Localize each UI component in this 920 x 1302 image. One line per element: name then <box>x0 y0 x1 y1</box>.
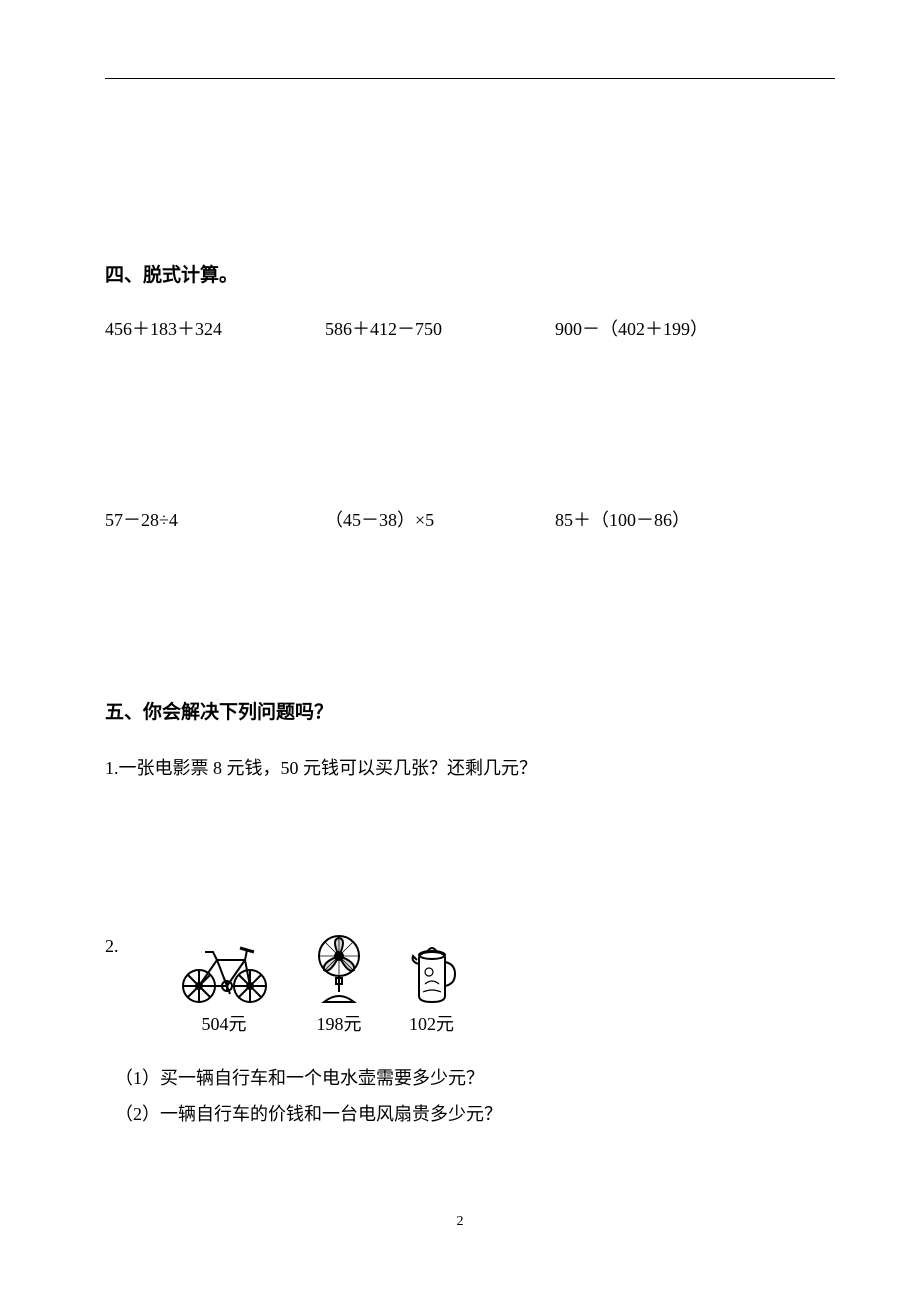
bicycle-price: 504元 <box>202 1010 247 1036</box>
expression: 900－（402＋199） <box>555 315 708 341</box>
kettle-price: 102元 <box>409 1010 454 1036</box>
expression: 456＋183＋324 <box>105 315 325 341</box>
expression-row-2: 57－28÷4 （45－38）×5 85＋（100－86） <box>105 506 835 532</box>
expression-row-1: 456＋183＋324 586＋412－750 900－（402＋199） <box>105 315 835 341</box>
bicycle-icon <box>177 942 272 1004</box>
expression: 57－28÷4 <box>105 506 325 532</box>
question-1: 1.一张电影票 8 元钱，50 元钱可以买几张？还剩几元？ <box>105 752 835 784</box>
product-list: 504元 <box>177 934 457 1036</box>
question-2-subparts: （1）买一辆自行车和一个电水壶需要多少元？ （2）一辆自行车的价钱和一台电风扇贵… <box>105 1060 835 1132</box>
fan-price: 198元 <box>317 1010 362 1036</box>
product-fan: 198元 <box>312 934 367 1036</box>
product-bicycle: 504元 <box>177 942 272 1036</box>
page-horizontal-rule <box>105 78 835 79</box>
page-content: 四、脱式计算。 456＋183＋324 586＋412－750 900－（402… <box>105 260 835 1132</box>
expression: 85＋（100－86） <box>555 506 690 532</box>
section-5: 五、你会解决下列问题吗？ 1.一张电影票 8 元钱，50 元钱可以买几张？还剩几… <box>105 697 835 1132</box>
kettle-icon <box>407 942 457 1004</box>
section-5-heading: 五、你会解决下列问题吗？ <box>105 697 835 724</box>
question-2-number: 2. <box>105 936 119 957</box>
fan-icon <box>312 934 367 1004</box>
product-kettle: 102元 <box>407 942 457 1036</box>
question-2-sub-1: （1）买一辆自行车和一个电水壶需要多少元？ <box>115 1060 835 1096</box>
page-number: 2 <box>0 1214 920 1230</box>
question-2-sub-2: （2）一辆自行车的价钱和一台电风扇贵多少元？ <box>115 1096 835 1132</box>
question-2: 2. <box>105 934 835 1036</box>
section-4-heading: 四、脱式计算。 <box>105 260 835 287</box>
expression: 586＋412－750 <box>325 315 555 341</box>
expression: （45－38）×5 <box>325 506 555 532</box>
